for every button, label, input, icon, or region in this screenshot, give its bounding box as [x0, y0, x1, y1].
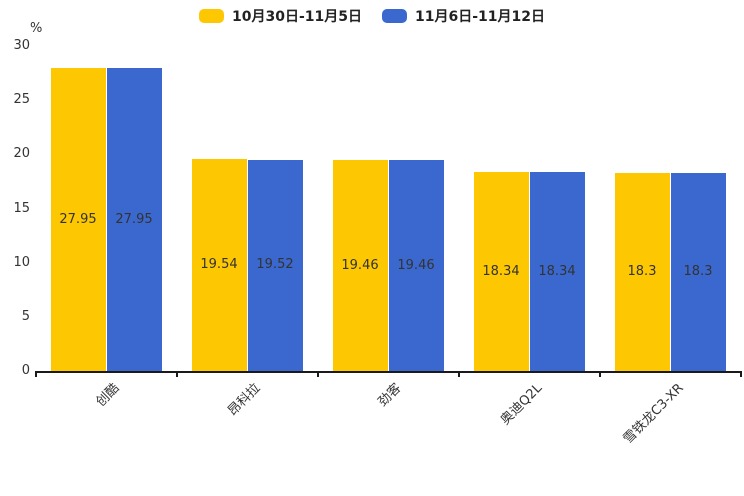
bar-value-label: 18.3 — [683, 263, 713, 279]
x-axis-tick — [739, 371, 742, 377]
x-category-label: 昂科拉 — [225, 380, 264, 420]
bar-value-label: 18.3 — [627, 263, 657, 279]
y-tick-label: 20 — [13, 146, 30, 162]
legend-item-week2: 11月6日-11月12日 — [382, 6, 545, 26]
legend-item-week1: 10月30日-11月5日 — [199, 6, 362, 26]
legend-label-week1: 10月30日-11月5日 — [232, 9, 362, 25]
bar-value-label: 19.46 — [341, 257, 379, 273]
bar — [332, 160, 388, 371]
legend-swatch-blue-icon — [382, 9, 407, 23]
y-tick-label: 25 — [13, 92, 30, 108]
x-axis-tick — [34, 371, 37, 377]
bar — [388, 160, 444, 371]
x-category-label: 雪铁龙C3-XR — [620, 380, 687, 447]
x-axis-tick — [457, 371, 460, 377]
y-tick-label: 15 — [13, 200, 30, 216]
y-tick-label: 0 — [21, 363, 30, 378]
bar — [106, 68, 162, 371]
bar — [191, 159, 247, 371]
y-axis-unit-label: % — [30, 21, 43, 36]
x-axis-tick — [316, 371, 319, 377]
bar-value-label: 19.46 — [397, 257, 435, 273]
x-category-label: 奥迪Q2L — [498, 380, 546, 429]
y-tick-label: 10 — [13, 254, 30, 270]
y-tick-label: 30 — [13, 38, 30, 53]
bar — [473, 172, 529, 371]
bar — [529, 172, 585, 371]
x-category-label: 创酷 — [93, 380, 123, 410]
legend-swatch-yellow-icon — [199, 9, 224, 23]
x-axis-line — [35, 371, 741, 373]
x-category-label: 劲客 — [375, 380, 405, 410]
bar-value-label: 27.95 — [115, 211, 153, 227]
bar-value-label: 19.52 — [256, 257, 294, 273]
legend: 10月30日-11月5日 11月6日-11月12日 — [0, 6, 744, 26]
bar — [670, 172, 726, 371]
bar-value-label: 18.34 — [482, 263, 520, 279]
y-tick-label: 5 — [21, 308, 30, 324]
bar — [50, 68, 106, 371]
legend-label-week2: 11月6日-11月12日 — [415, 9, 545, 25]
bar-value-label: 27.95 — [59, 211, 97, 227]
x-axis-tick — [598, 371, 601, 377]
bar-value-label: 19.54 — [200, 257, 238, 273]
x-axis-tick — [175, 371, 178, 377]
bar-value-label: 18.34 — [538, 263, 576, 279]
bar — [614, 172, 670, 371]
bar — [247, 159, 303, 371]
